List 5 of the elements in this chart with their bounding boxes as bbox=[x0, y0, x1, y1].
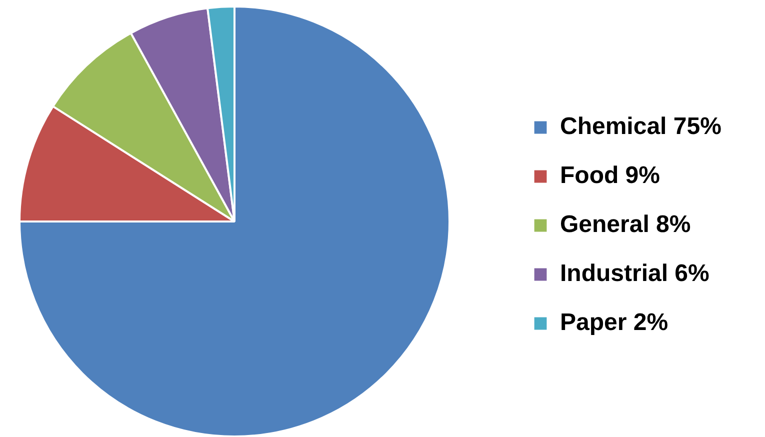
legend-label: Chemical 75% bbox=[560, 113, 722, 141]
legend-label: Industrial 6% bbox=[560, 260, 710, 288]
legend-label: Paper 2% bbox=[560, 309, 668, 337]
legend-label: General 8% bbox=[560, 211, 691, 239]
legend-label: Food 9% bbox=[560, 162, 660, 190]
